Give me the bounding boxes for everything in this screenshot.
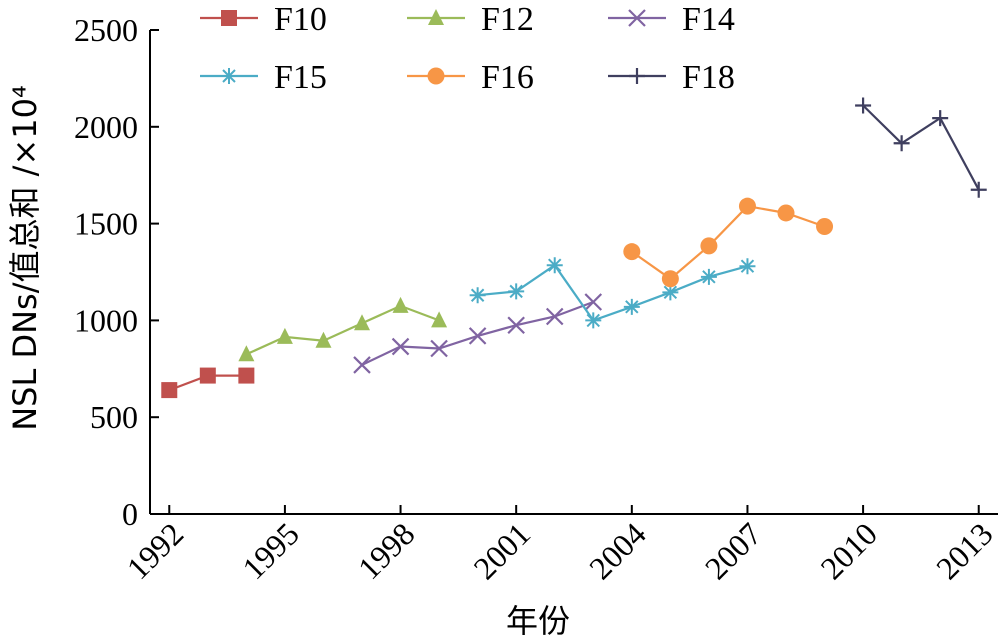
series-line-f12 (245, 304, 440, 356)
legend-marker (628, 9, 646, 27)
legend-label: F12 (481, 1, 534, 38)
x-axis-title: 年份 (506, 602, 570, 640)
series-line-f15 (477, 263, 748, 322)
data-point-f10 (238, 367, 255, 384)
x-tick-label: 1995 (235, 515, 306, 586)
series-f16 (623, 197, 834, 288)
data-point-f16 (623, 243, 641, 261)
legend-label: F16 (481, 59, 534, 96)
data-point-f12 (354, 314, 370, 331)
legend-item-f16: F16 (407, 59, 534, 96)
data-point-f10 (199, 367, 216, 384)
data-point-f16 (777, 204, 795, 222)
legend-marker (629, 68, 645, 84)
y-tick-label: 1500 (74, 206, 138, 242)
data-point-f18 (893, 135, 910, 152)
data-point-f14 (391, 337, 410, 356)
data-point-f15 (585, 312, 602, 329)
data-point-f16 (700, 237, 718, 255)
y-tick-label: 1000 (74, 302, 138, 338)
data-point-f14 (468, 327, 487, 345)
y-axis-title: NSL DNs/值总和 /×10⁴ (6, 85, 44, 431)
data-point-f15 (662, 284, 679, 301)
series-layer (161, 97, 987, 399)
data-point-f15 (739, 258, 756, 275)
x-tick-label: 1998 (351, 515, 422, 586)
y-tick-label: 500 (90, 399, 138, 435)
legend-marker (221, 10, 237, 26)
legend-marker (427, 67, 445, 85)
legend-marker (428, 9, 444, 25)
data-point-f14 (430, 339, 448, 358)
legend-label: F18 (682, 59, 735, 96)
data-point-f12 (238, 345, 255, 362)
legend-label: F15 (274, 59, 327, 96)
series-f12 (238, 296, 448, 362)
legend-item-f15: F15 (200, 59, 327, 96)
data-point-f18 (932, 110, 949, 127)
data-point-f14 (545, 307, 564, 326)
legend-label: F14 (682, 1, 735, 38)
data-point-f10 (161, 382, 178, 399)
data-point-f15 (469, 287, 486, 304)
data-point-f15 (700, 268, 717, 285)
legend-item-f14: F14 (608, 1, 735, 38)
data-point-f12 (392, 296, 409, 313)
data-point-f12 (276, 327, 293, 344)
series-f10 (161, 367, 255, 399)
legend-label: F10 (274, 1, 327, 38)
x-tick-label: 2004 (582, 515, 653, 586)
data-point-f14 (353, 356, 371, 374)
data-point-f16 (738, 197, 756, 215)
series-f15 (469, 257, 756, 329)
legend: F10 F12 F14 F15 F16 F18 (200, 1, 735, 96)
legend-marker (221, 68, 237, 84)
x-tick-label: 2001 (466, 515, 537, 586)
data-point-f16 (816, 218, 834, 236)
data-point-f15 (508, 283, 525, 300)
data-point-f18 (970, 181, 987, 198)
x-tick-label: 2013 (929, 515, 1000, 586)
x-tick-label: 2010 (813, 515, 884, 586)
data-point-f12 (315, 331, 332, 348)
legend-item-f18: F18 (608, 59, 735, 96)
series-line-f18 (862, 104, 980, 191)
legend-item-f10: F10 (200, 1, 327, 38)
y-tick-label: 2500 (74, 12, 138, 48)
series-f18 (855, 97, 987, 198)
data-point-f14 (507, 316, 525, 335)
x-tick-label: 2007 (698, 515, 769, 586)
data-point-f18 (855, 97, 872, 114)
y-tick-label: 2000 (74, 109, 138, 145)
series-f14 (353, 293, 603, 374)
legend-item-f12: F12 (407, 1, 534, 38)
data-point-f16 (661, 270, 679, 288)
data-point-f12 (431, 311, 448, 328)
data-point-f14 (584, 293, 603, 311)
data-point-f15 (546, 257, 563, 274)
y-tick-label: 0 (122, 496, 138, 532)
series-line-f16 (631, 205, 825, 281)
data-point-f15 (623, 298, 640, 315)
